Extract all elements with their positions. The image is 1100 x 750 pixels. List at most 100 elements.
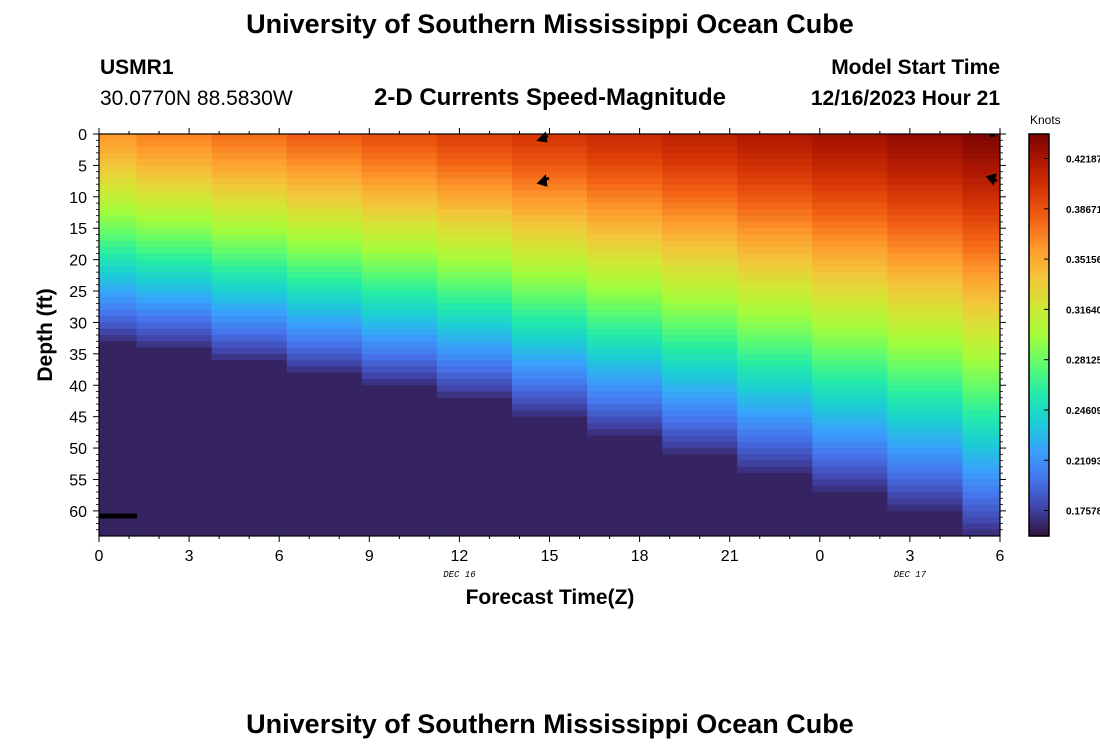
heatmap-cell [662, 303, 738, 311]
heatmap-cell [99, 152, 138, 160]
x-tick-label: 15 [541, 548, 559, 565]
heatmap-cell [962, 247, 1000, 254]
colorbar-swatch [1029, 174, 1049, 179]
heatmap-cell [587, 372, 663, 380]
colorbar-swatch [1029, 271, 1049, 276]
heatmap-cell [511, 397, 588, 405]
heatmap-cell [511, 265, 588, 273]
heatmap-cell [962, 410, 1000, 418]
heatmap-cell [587, 479, 663, 487]
heatmap-cell [812, 429, 888, 437]
heatmap-cell [737, 184, 813, 192]
heatmap-cell [211, 397, 288, 405]
heatmap-cell [887, 523, 964, 531]
colorbar-swatch [1029, 341, 1049, 346]
heatmap-cell [587, 429, 663, 437]
heatmap-cell [662, 510, 738, 518]
heatmap-cell [511, 190, 588, 198]
colorbar-swatch [1029, 418, 1049, 423]
heatmap-cell [436, 460, 513, 468]
colorbar-swatch [1029, 331, 1049, 336]
heatmap-cell [962, 454, 1000, 462]
heatmap-cell [737, 510, 813, 518]
heatmap-cell [99, 253, 138, 261]
heatmap-cell [361, 196, 438, 204]
heatmap-cell [99, 291, 138, 298]
footer-title: University of Southern Mississippi Ocean… [246, 709, 854, 739]
heatmap-cell [812, 341, 888, 349]
heatmap-cell [587, 529, 663, 536]
heatmap-cell [737, 278, 813, 286]
heatmap-cell [962, 165, 1000, 173]
heatmap-cell [136, 196, 213, 204]
heatmap-cell [136, 353, 213, 361]
heatmap-cell [136, 341, 213, 349]
heatmap-cell [587, 184, 663, 192]
y-axis: 0 5 10 15 20 25 30 35 40 45 50 55 60 [69, 127, 1006, 531]
heatmap-cell [286, 146, 363, 154]
colorbar-swatch [1029, 288, 1049, 293]
heatmap-cell [286, 272, 363, 280]
heatmap-cell [812, 140, 888, 148]
heatmap-cell [136, 228, 213, 236]
heatmap-cell [99, 259, 138, 267]
heatmap-cell [662, 498, 738, 506]
heatmap-cell [962, 422, 1000, 430]
heatmap-cell [99, 309, 138, 317]
heatmap-cell [662, 284, 738, 292]
heatmap-cell [361, 460, 438, 468]
heatmap-cell [136, 435, 213, 443]
colorbar-swatch [1029, 415, 1049, 420]
date-label: DEC 17 [894, 570, 927, 580]
heatmap-cell [286, 466, 363, 474]
heatmap-cell [887, 259, 964, 267]
heatmap-cell [136, 517, 213, 525]
colorbar-swatch [1029, 217, 1049, 222]
heatmap-cell [361, 291, 438, 298]
heatmap-cell [136, 523, 213, 531]
heatmap-cell [662, 341, 738, 349]
heatmap-cell [136, 171, 213, 179]
colorbar-swatch [1029, 435, 1049, 440]
heatmap-cell [436, 416, 513, 424]
heatmap-cell [211, 190, 288, 198]
heatmap-cell [662, 316, 738, 324]
heatmap-cell [737, 215, 813, 223]
colorbar-swatch [1029, 224, 1049, 229]
colorbar-tick-label: 0.17578 [1066, 507, 1100, 518]
heatmap-cell [99, 366, 138, 374]
colorbar-swatch [1029, 522, 1049, 527]
heatmap-cell [887, 134, 964, 141]
heatmap-cell [136, 504, 213, 512]
heatmap-cell [662, 441, 738, 449]
heatmap-cell [587, 303, 663, 311]
colorbar-swatch [1029, 291, 1049, 296]
heatmap-cell [361, 322, 438, 330]
heatmap-cell [99, 492, 138, 499]
heatmap-cell [962, 529, 1000, 536]
heatmap-cell [136, 404, 213, 411]
y-tick-label: 15 [69, 221, 87, 238]
heatmap-cell [511, 140, 588, 148]
heatmap-cell [99, 498, 138, 506]
heatmap-cell [211, 272, 288, 280]
heatmap-cell [887, 272, 964, 280]
heatmap-cell [286, 366, 363, 374]
arrow-head [536, 131, 548, 143]
heatmap-cell [436, 171, 513, 179]
heatmap-cell [662, 196, 738, 204]
heatmap-cell [587, 404, 663, 411]
heatmap-cell [211, 328, 288, 336]
heatmap-cell [211, 372, 288, 380]
colorbar-swatch [1029, 144, 1049, 148]
heatmap-cell [662, 221, 738, 229]
colorbar-swatch [1029, 298, 1049, 303]
colorbar-swatch [1029, 505, 1049, 510]
heatmap-cell [962, 435, 1000, 443]
heatmap-cell [99, 416, 138, 424]
colorbar: 0.42187 0.38671 0.35156 0.31640 0.28125 0.246… [1028, 133, 1100, 537]
x-tick-label: 3 [905, 548, 914, 565]
heatmap-cell [962, 240, 1000, 248]
heatmap-cell [587, 504, 663, 512]
heatmap-cell [136, 448, 213, 455]
